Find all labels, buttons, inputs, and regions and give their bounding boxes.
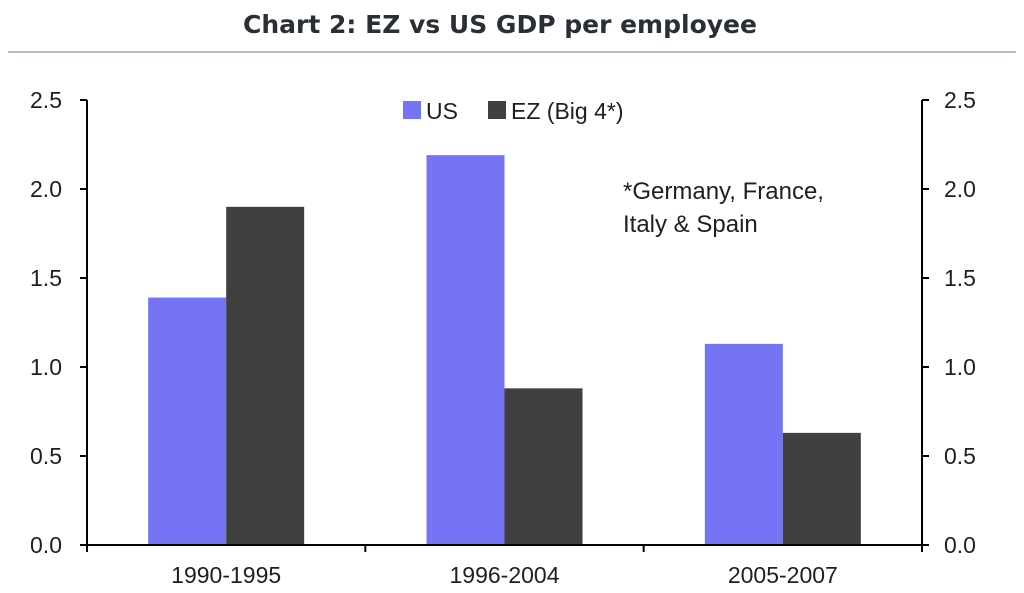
bar-ez-big-4-1996-2004 — [504, 388, 583, 545]
legend-swatch-ez — [488, 101, 506, 119]
x-tick-label: 1990-1995 — [171, 562, 281, 588]
bar-ez-big-4-2005-2007 — [782, 432, 861, 545]
bar-ez-big-4-1990-1995 — [226, 206, 305, 546]
right-y-tick-label: 1.5 — [944, 265, 976, 291]
legend: US EZ (Big 4*) — [403, 98, 623, 124]
left-y-tick-label: 0.0 — [30, 532, 62, 558]
bar-us-2005-2007 — [704, 343, 783, 545]
bars-layer — [148, 155, 861, 546]
right-y-tick-label: 0.0 — [944, 532, 976, 558]
x-tick-label: 2005-2007 — [728, 562, 838, 588]
left-y-tick-label: 1.0 — [30, 354, 62, 380]
annotation-line-1: *Germany, France, — [623, 178, 824, 205]
left-y-tick-label: 2.5 — [30, 87, 62, 113]
chart-title: Chart 2: EZ vs US GDP per employee — [243, 10, 757, 39]
bar-us-1990-1995 — [148, 297, 227, 545]
right-y-tick-label: 2.5 — [944, 87, 976, 113]
right-y-tick-label: 2.0 — [944, 176, 976, 202]
legend-label-ez: EZ (Big 4*) — [511, 98, 623, 124]
x-tick-label: 1996-2004 — [450, 562, 560, 588]
right-y-tick-label: 0.5 — [944, 443, 976, 469]
right-y-tick-label: 1.0 — [944, 354, 976, 380]
legend-swatch-us — [403, 101, 421, 119]
left-y-tick-label: 0.5 — [30, 443, 62, 469]
left-y-tick-label: 1.5 — [30, 265, 62, 291]
annotation-line-2: Italy & Spain — [623, 211, 758, 238]
legend-label-us: US — [426, 98, 458, 124]
axis-ticks-layer: 0.0 0.0 0.5 0.5 1.0 1.0 1.5 1.5 2.0 2.0 2.5 2.5 1990… — [30, 87, 976, 588]
bar-us-1996-2004 — [426, 155, 505, 545]
left-y-tick-label: 2.0 — [30, 176, 62, 202]
